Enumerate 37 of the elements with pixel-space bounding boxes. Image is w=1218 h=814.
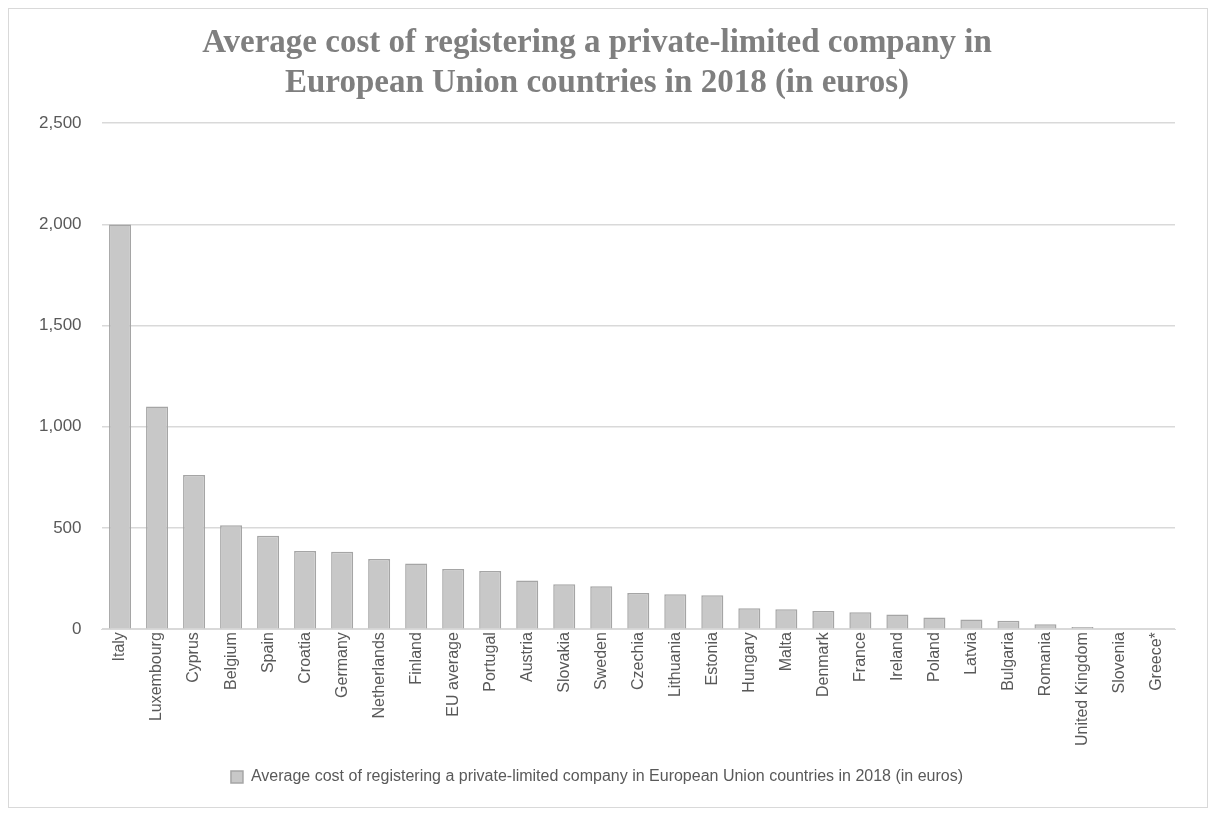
y-tick-label: 1,500	[38, 315, 82, 335]
y-tick-label: 500	[53, 517, 82, 537]
x-tick-label: Belgium	[221, 632, 239, 690]
chart-title: Average cost of registering a private-limited company in European Union countries in 2018 (in euros)	[202, 23, 992, 100]
y-tick-label: 2,000	[38, 214, 82, 234]
x-tick-label: Cyprus	[184, 632, 202, 683]
x-tick-label: Poland	[924, 632, 942, 682]
x-tick-label: Slovakia	[554, 632, 572, 693]
x-tick-label: Austria	[517, 632, 535, 682]
y-tick-label: 0	[72, 618, 82, 638]
x-tick-label: Spain	[258, 632, 276, 674]
y-tick-label: 1,000	[38, 416, 82, 436]
x-tick-label: Estonia	[702, 632, 720, 686]
x-tick-label: Ireland	[887, 632, 905, 682]
x-tick-label: EU average	[443, 632, 461, 717]
x-tick-label: Luxembourg	[147, 632, 165, 722]
x-tick-label: Portugal	[480, 632, 498, 692]
x-tick-label: Malta	[776, 632, 794, 672]
x-tick-label: Finland	[406, 632, 424, 685]
x-tick-label: Latvia	[961, 632, 979, 675]
x-tick-label: Czechia	[628, 632, 646, 690]
x-tick-label: Slovenia	[1109, 632, 1127, 694]
x-tick-label: Hungary	[739, 632, 757, 693]
x-tick-label: Netherlands	[369, 632, 387, 719]
x-tick-label: Bulgaria	[998, 632, 1016, 691]
y-tick-label: 2,500	[38, 112, 82, 132]
x-tick-label: Denmark	[813, 631, 831, 698]
x-tick-label: France	[850, 632, 868, 682]
x-tick-label: United Kingdom	[1072, 632, 1090, 746]
x-tick-label: Greece*	[1146, 632, 1164, 691]
x-tick-label: Sweden	[591, 632, 609, 690]
x-tick-label: Italy	[110, 632, 128, 662]
legend-label: Average cost of registering a private-limited company in European Union countries in 2018 (in euros)	[250, 767, 964, 785]
x-tick-label: Romania	[1035, 632, 1053, 697]
x-tick-label: Germany	[332, 632, 350, 698]
x-tick-label: Croatia	[295, 632, 313, 684]
x-tick-label: Lithuania	[665, 632, 683, 698]
